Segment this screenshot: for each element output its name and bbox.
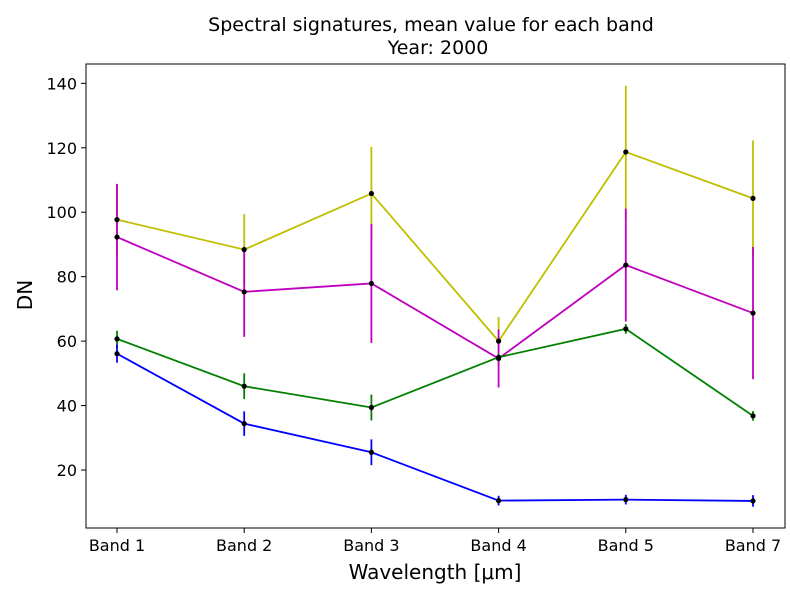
data-point [114,336,120,342]
plot-area: 20 40 60 80 100 120 140 Band 1 Band 2 Band 3 Band … [46,63,786,555]
y-tick-label: 20 [57,461,77,480]
data-point [368,280,374,287]
data-point [114,234,120,240]
x-tick-label: Band 7 [725,536,781,555]
data-point [623,326,629,332]
data-point [368,190,374,197]
data-point [368,404,374,411]
chart-subtitle: Year: 2000 [387,37,489,59]
data-point [623,149,629,155]
y-tick-label: 100 [46,203,77,222]
data-point [368,449,374,455]
data-point [623,262,629,268]
series-line-2 [116,236,754,360]
data-point [750,413,756,419]
x-tick-label: Band 3 [343,536,399,555]
series-line-4 [116,352,754,502]
y-tick-label: 40 [57,397,77,416]
data-point [750,498,756,504]
x-tick-label: Band 1 [89,536,145,555]
plot-frame [85,63,786,529]
data-point [241,421,247,427]
data-point [241,289,247,295]
x-axis-title: Wavelength [μm] [349,560,522,584]
data-point [241,383,247,389]
data-point [114,351,120,357]
data-point [496,354,502,360]
data-point [114,217,120,223]
chart-title: Spectral signatures, mean value for each… [208,14,654,36]
data-point [241,247,247,253]
x-tick-label: Band 2 [216,536,272,555]
data-point [750,195,756,201]
x-tick-label: Band 4 [470,536,526,555]
series-line-1 [116,150,754,343]
series-line-3 [116,327,754,417]
y-tick-label: 80 [57,268,77,287]
data-point [623,497,629,503]
data-point [496,338,502,344]
y-tick-label: 120 [46,139,77,158]
data-point [496,498,502,504]
y-axis-title: DN [13,280,37,310]
data-point [750,310,756,316]
y-tick-label: 140 [46,74,77,93]
x-tick-label: Band 5 [598,536,654,555]
y-tick-label: 60 [57,332,77,351]
